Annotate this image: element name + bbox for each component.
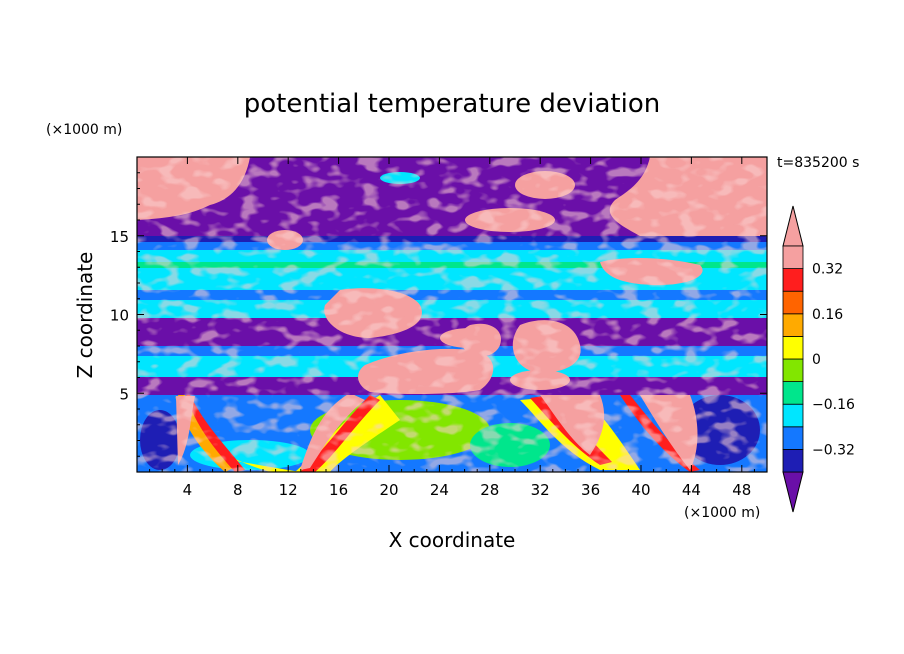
x-tick-label: 48: [732, 481, 751, 499]
field-texture: [137, 157, 767, 472]
y-tick-label: 15: [110, 228, 129, 246]
colorbar-bin: [782, 448, 804, 473]
y-axis: 5 10 15: [110, 172, 767, 457]
colorbar-bin: [782, 290, 804, 315]
x-axis-label: X coordinate: [389, 528, 516, 552]
x-unit-label: (×1000 m): [684, 505, 760, 521]
chart-title: potential temperature deviation: [244, 89, 660, 119]
colorbar: 0.32 0.16 0 −0.16 −0.32: [782, 205, 855, 513]
x-tick-label: 8: [233, 481, 243, 499]
x-tick-label: 36: [581, 481, 600, 499]
y-tick-label: 10: [110, 307, 129, 325]
colorbar-bin: [782, 268, 804, 292]
x-tick-label: 20: [379, 481, 398, 499]
y-axis-label: Z coordinate: [73, 252, 97, 379]
x-tick-label: 16: [329, 481, 348, 499]
colorbar-max-extension: [782, 205, 804, 247]
colorbar-label: 0: [812, 352, 821, 368]
x-tick-label: 44: [682, 481, 701, 499]
colorbar-bin: [782, 381, 804, 405]
colorbar-bin: [782, 335, 804, 360]
x-tick-label: 4: [183, 481, 193, 499]
time-label: t=835200 s: [777, 155, 859, 171]
colorbar-min-extension: [782, 471, 804, 513]
x-axis: 4 8 12 16 20 24 28 32 36 40 44 48: [149, 157, 755, 499]
y-unit-label: (×1000 m): [46, 122, 122, 138]
x-tick-label: 24: [430, 481, 449, 499]
colorbar-label: −0.32: [812, 442, 855, 458]
x-tick-label: 40: [631, 481, 650, 499]
x-tick-label: 32: [531, 481, 550, 499]
colorbar-bin: [782, 313, 804, 337]
colorbar-bin: [782, 403, 804, 428]
colorbar-bin: [782, 426, 804, 450]
x-tick-label: 12: [279, 481, 298, 499]
colorbar-bin: [782, 358, 804, 383]
colorbar-bin: [782, 245, 804, 270]
x-tick-label: 28: [480, 481, 499, 499]
colorbar-label: 0.32: [812, 262, 843, 278]
y-tick-label: 5: [119, 385, 129, 403]
colorbar-label: 0.16: [812, 307, 843, 323]
colorbar-label: −0.16: [812, 397, 855, 413]
